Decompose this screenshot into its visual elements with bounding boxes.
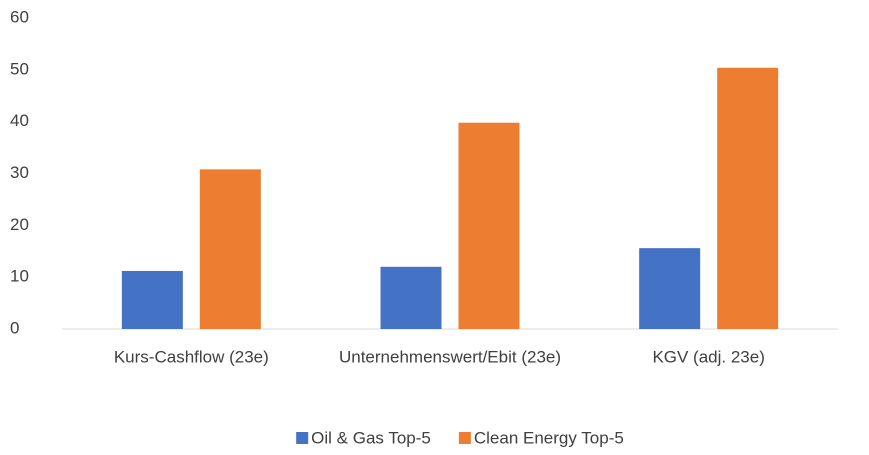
bar [458,122,520,329]
bar [199,169,261,329]
y-tick-label: 10 [10,267,29,286]
legend-label: Oil & Gas Top-5 [311,428,431,447]
bar [380,266,442,329]
legend-swatch [458,432,471,444]
x-tick-label: Kurs-Cashflow (23e) [114,347,269,366]
x-tick-label: Unternehmenswert/Ebit (23e) [339,347,561,366]
y-tick-label: 0 [10,318,19,337]
bar [121,270,183,329]
x-tick-label: KGV (adj. 23e) [652,347,764,366]
y-tick-label: 50 [10,59,29,78]
y-tick-label: 30 [10,163,29,182]
y-tick-label: 60 [10,7,29,26]
legend: Oil & Gas Top-5 Clean Energy Top-5 [296,428,624,447]
legend-label: Clean Energy Top-5 [474,428,624,447]
legend-swatch [296,432,309,444]
bar [639,248,701,329]
y-tick-label: 20 [10,215,29,234]
bar [717,67,779,329]
y-tick-label: 40 [10,111,29,130]
